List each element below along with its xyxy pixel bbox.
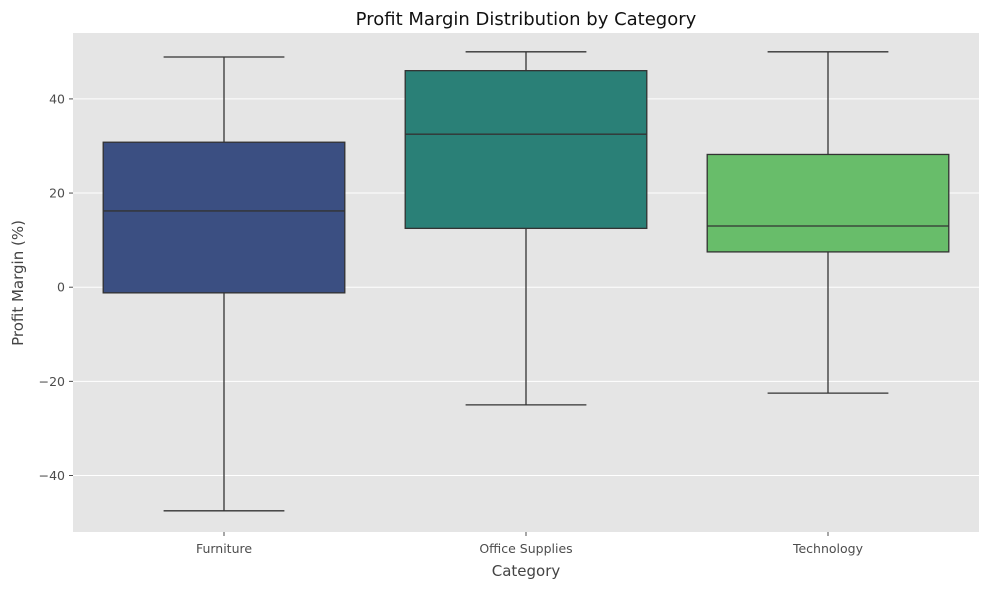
y-tick-label: 40 bbox=[49, 91, 65, 106]
y-tick-label: 20 bbox=[49, 186, 65, 201]
iqr-box bbox=[102, 141, 346, 294]
x-tick-label: Technology bbox=[792, 541, 864, 556]
x-axis-label: Category bbox=[492, 562, 561, 580]
box-furniture bbox=[102, 56, 346, 512]
y-axis-label: Profit Margin (%) bbox=[9, 220, 27, 346]
box-office-supplies bbox=[404, 51, 648, 406]
iqr-box bbox=[404, 70, 648, 230]
y-tick-label: −20 bbox=[39, 374, 65, 389]
y-tick-label: −40 bbox=[39, 468, 65, 483]
iqr-box bbox=[706, 153, 950, 253]
x-tick-label: Office Supplies bbox=[479, 541, 572, 556]
boxes-group bbox=[102, 51, 950, 512]
x-tick-label: Furniture bbox=[196, 541, 252, 556]
x-axis-ticks: Furniture Office Supplies Technology bbox=[196, 532, 864, 556]
y-axis-ticks: −40 −20 0 20 40 bbox=[39, 91, 73, 483]
box-technology bbox=[706, 51, 950, 394]
chart-title: Profit Margin Distribution by Category bbox=[356, 9, 697, 30]
y-tick-label: 0 bbox=[57, 280, 65, 295]
